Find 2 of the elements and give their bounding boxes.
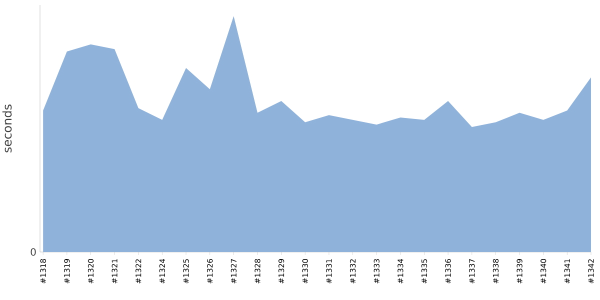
- text: 0: [30, 248, 36, 256]
- y-axis-title: seconds: [2, 104, 12, 152]
